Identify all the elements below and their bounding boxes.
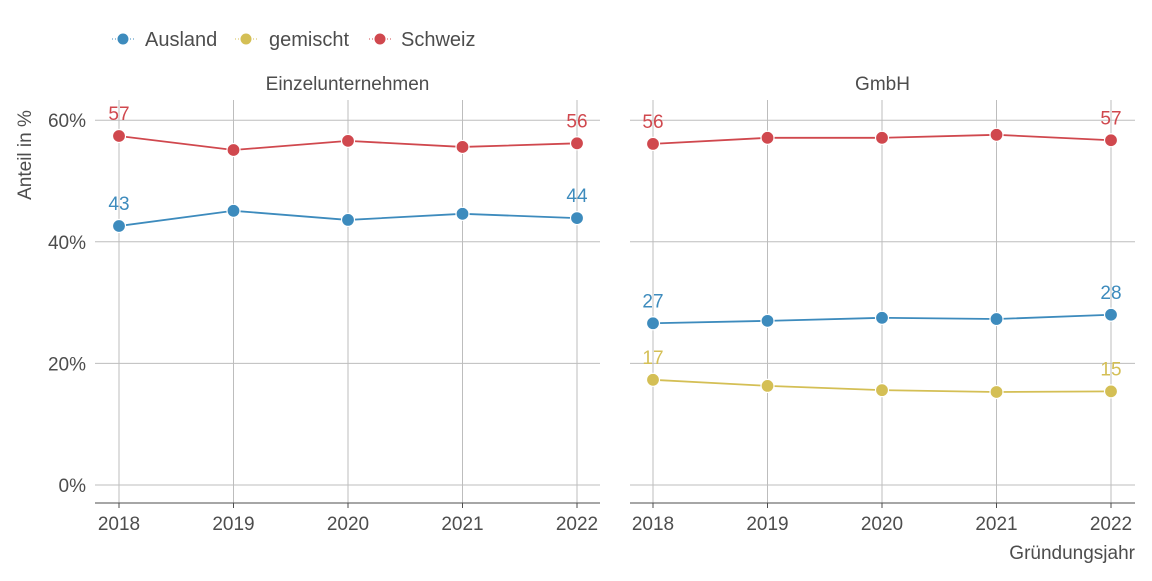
- data-point-schweiz: [455, 139, 470, 155]
- y-tick-label: 60%: [48, 111, 86, 132]
- legend-key-marker: [239, 32, 253, 46]
- x-tick-label: 2019: [746, 514, 788, 535]
- data-point-schweiz: [760, 130, 775, 145]
- data-point-gemischt: [874, 383, 890, 398]
- data-label-ausland: 28: [1100, 283, 1121, 304]
- y-tick-label: 20%: [48, 354, 86, 375]
- data-point-ausland: [111, 218, 127, 234]
- data-label-schweiz: 57: [1100, 108, 1121, 129]
- data-label-gemischt: 17: [642, 348, 663, 369]
- data-label-ausland: 44: [566, 186, 588, 207]
- legend-label: Ausland: [145, 29, 217, 51]
- data-point-gemischt: [760, 378, 775, 393]
- data-point-schweiz: [1103, 133, 1119, 148]
- data-point-ausland: [645, 316, 661, 331]
- data-point-schweiz: [569, 136, 585, 151]
- legend-key-marker: [373, 32, 387, 46]
- y-tick-label: 0%: [59, 476, 87, 497]
- data-label-schweiz: 56: [566, 111, 587, 132]
- data-point-schweiz: [111, 128, 127, 144]
- data-point-gemischt: [989, 384, 1004, 400]
- x-tick-label: 2018: [632, 514, 674, 535]
- data-point-ausland: [340, 212, 356, 228]
- legend-key-marker: [116, 32, 130, 46]
- data-point-ausland: [989, 311, 1004, 327]
- x-tick-label: 2019: [212, 514, 254, 535]
- data-label-ausland: 27: [642, 291, 663, 312]
- x-tick-label: 2018: [98, 514, 140, 535]
- data-point-gemischt: [645, 372, 661, 387]
- panel-title: GmbH: [855, 74, 910, 95]
- panel-title: Einzelunternehmen: [266, 74, 430, 95]
- data-point-ausland: [874, 310, 890, 325]
- data-label-ausland: 43: [108, 194, 129, 215]
- y-axis-label: Anteil in %: [15, 110, 36, 200]
- data-point-gemischt: [1103, 384, 1119, 399]
- data-point-ausland: [455, 206, 470, 221]
- data-label-schweiz: 57: [108, 104, 129, 125]
- x-tick-label: 2022: [1090, 514, 1132, 535]
- data-label-gemischt: 15: [1100, 359, 1121, 380]
- data-point-ausland: [1103, 307, 1119, 322]
- x-tick-label: 2021: [441, 514, 483, 535]
- x-axis-label: Gründungsjahr: [1009, 543, 1135, 564]
- data-point-ausland: [569, 210, 585, 226]
- data-point-ausland: [226, 203, 241, 218]
- legend-label: Schweiz: [401, 29, 475, 51]
- data-point-schweiz: [645, 136, 661, 152]
- data-point-ausland: [760, 313, 775, 328]
- data-point-schweiz: [226, 142, 241, 158]
- x-tick-label: 2022: [556, 514, 598, 535]
- data-point-schweiz: [989, 127, 1004, 142]
- data-point-schweiz: [340, 133, 356, 148]
- x-tick-label: 2021: [975, 514, 1017, 535]
- y-tick-label: 40%: [48, 233, 86, 254]
- x-tick-label: 2020: [861, 514, 903, 535]
- legend-label: gemischt: [269, 29, 349, 51]
- data-point-schweiz: [874, 130, 890, 145]
- x-tick-label: 2020: [327, 514, 369, 535]
- data-label-schweiz: 56: [642, 112, 663, 133]
